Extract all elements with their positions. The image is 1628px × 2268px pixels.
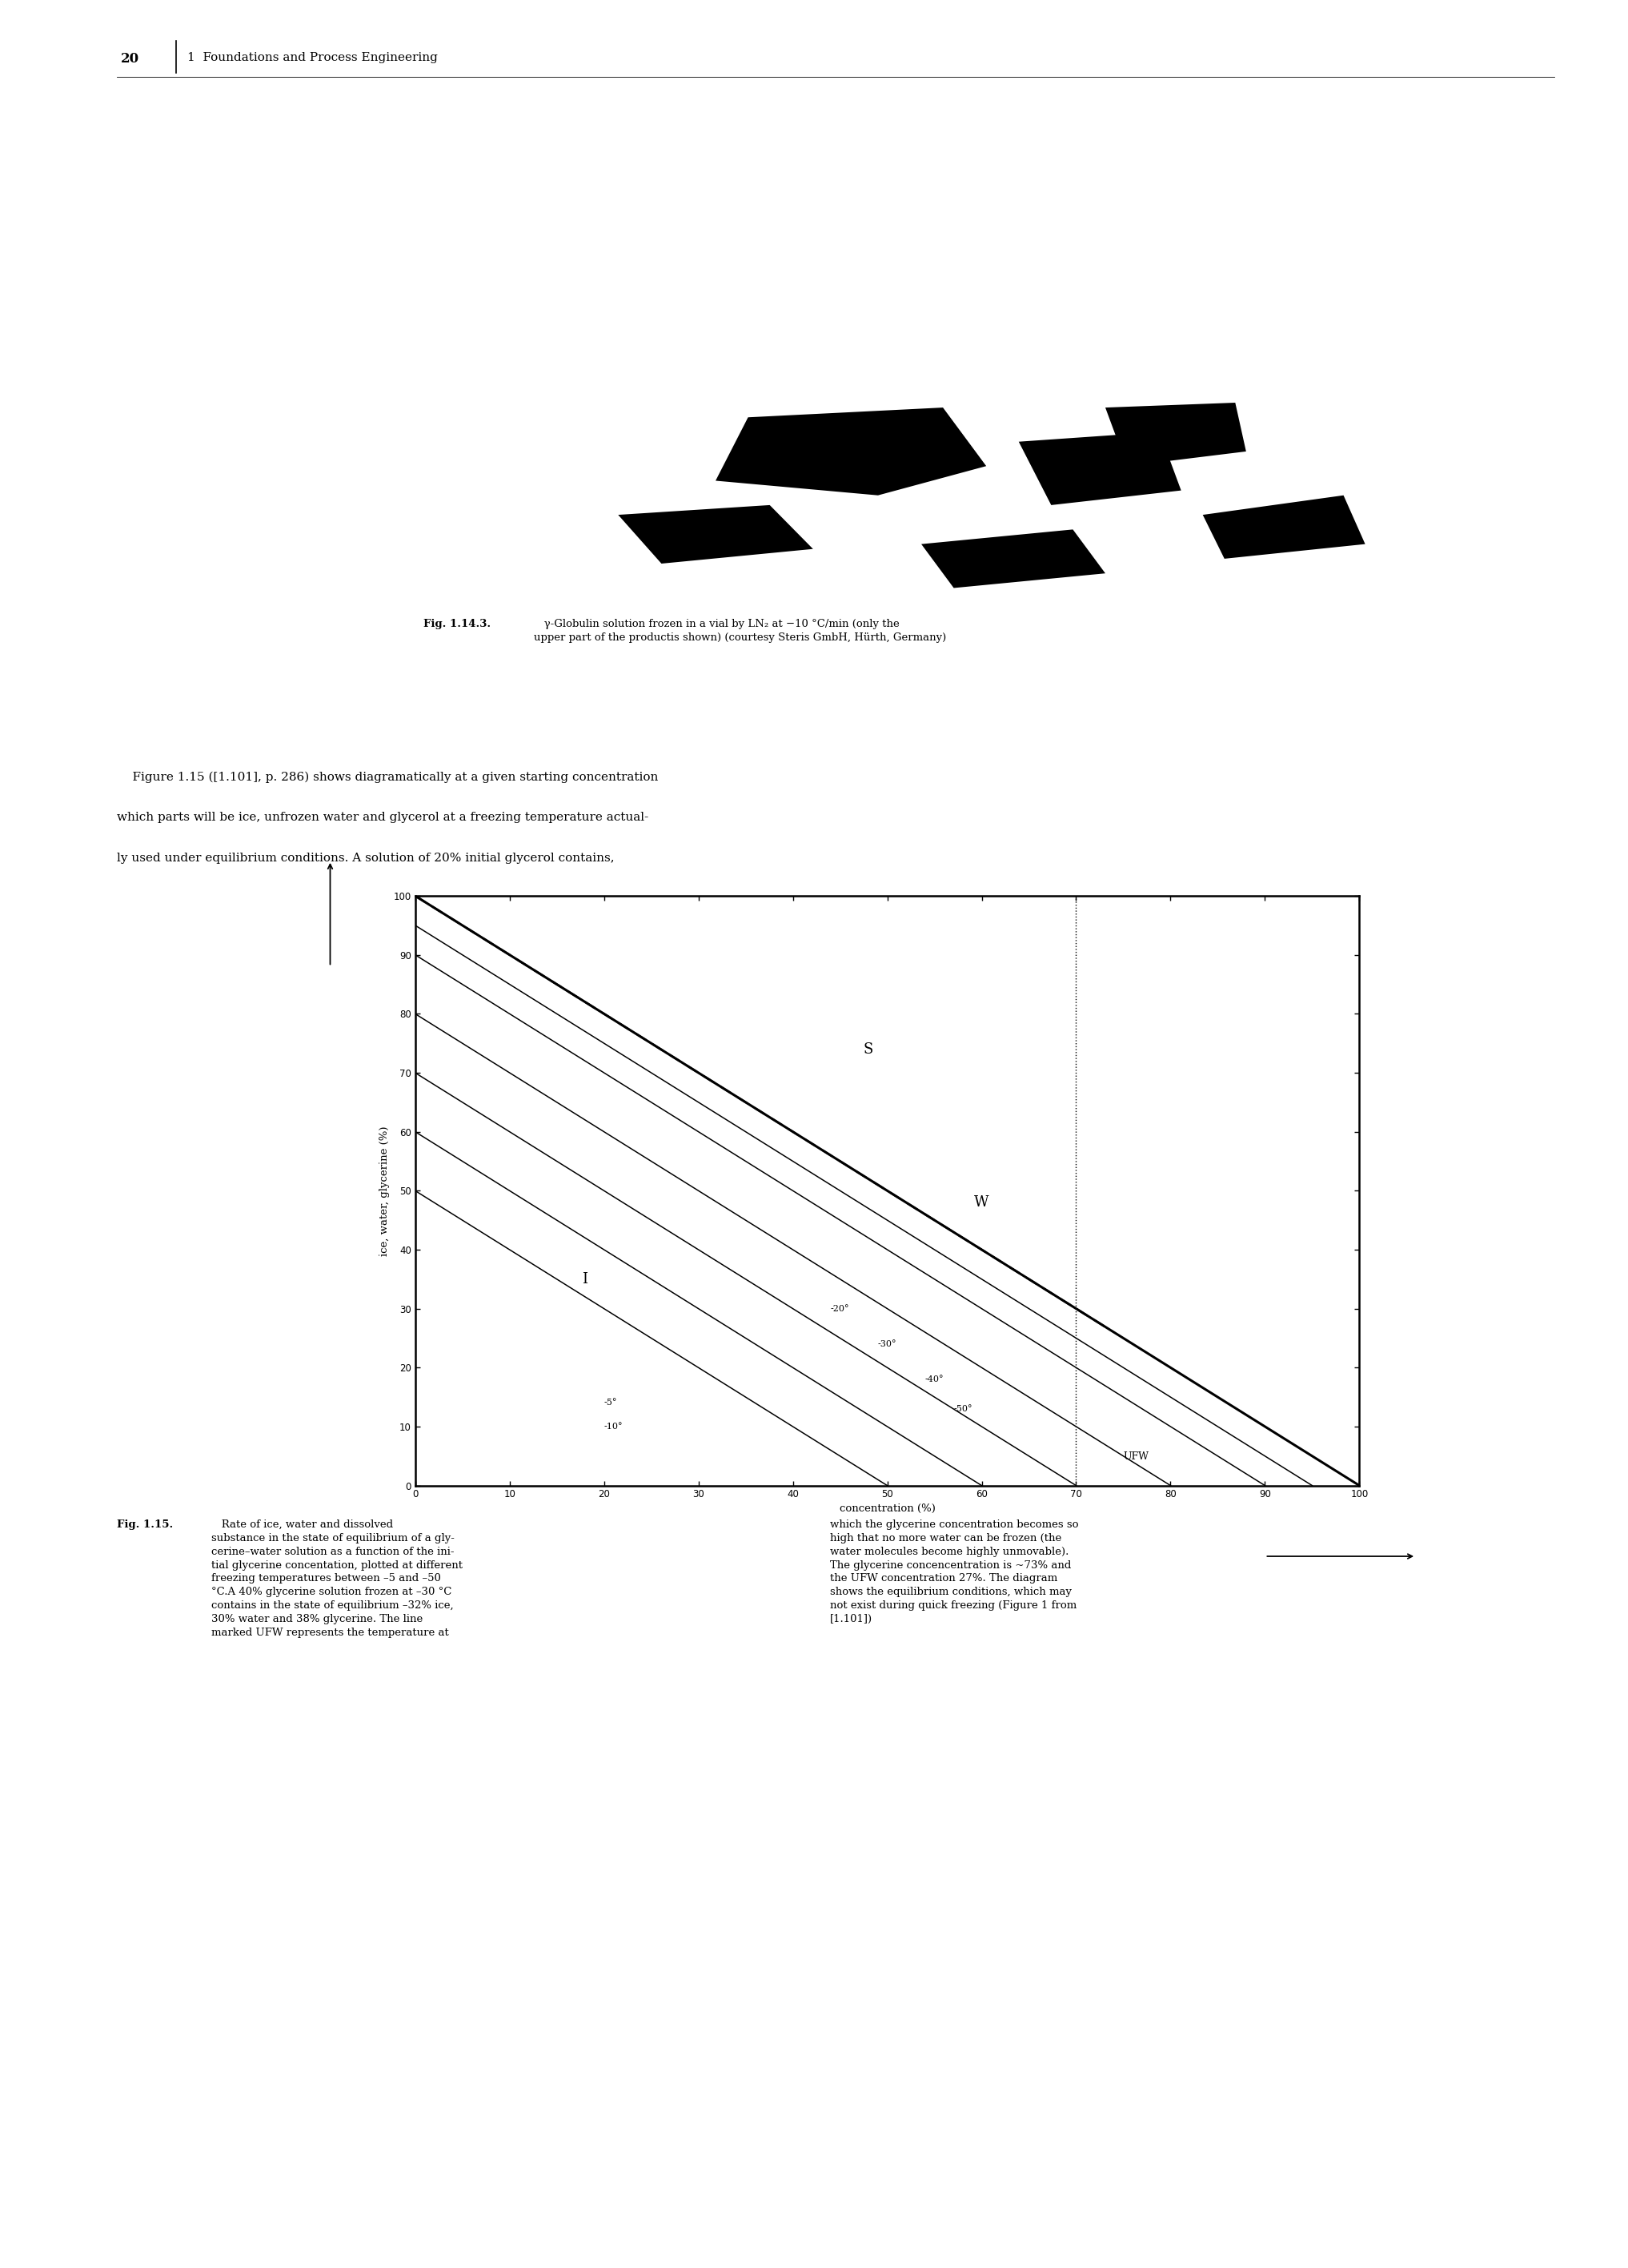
Text: Figure 1.15 ([1.101], p. 286) shows diagramatically at a given starting concentr: Figure 1.15 ([1.101], p. 286) shows diag… [117, 771, 659, 782]
Text: Fig. 1.14.3.: Fig. 1.14.3. [423, 619, 490, 631]
Text: γ-Globulin solution frozen in a vial by LN₂ at −10 °C/min (only the
upper part o: γ-Globulin solution frozen in a vial by … [534, 619, 946, 644]
Text: 1  Foundations and Process Engineering: 1 Foundations and Process Engineering [187, 52, 438, 64]
Text: which parts will be ice, unfrozen water and glycerol at a freezing temperature a: which parts will be ice, unfrozen water … [117, 812, 650, 823]
Polygon shape [716, 408, 987, 494]
Text: I: I [583, 1272, 588, 1286]
Polygon shape [1203, 494, 1366, 558]
Text: -40°: -40° [925, 1374, 944, 1383]
Text: -5°: -5° [604, 1399, 617, 1406]
Text: -20°: -20° [830, 1304, 850, 1313]
Text: S: S [863, 1041, 873, 1057]
Text: ly used under equilibrium conditions. A solution of 20% initial glycerol contain: ly used under equilibrium conditions. A … [117, 853, 615, 864]
Text: -30°: -30° [877, 1340, 897, 1347]
Polygon shape [444, 125, 1506, 515]
Y-axis label: ice, water, glycerine (%): ice, water, glycerine (%) [379, 1125, 391, 1256]
Polygon shape [921, 528, 1105, 587]
Text: Fig. 1.15.: Fig. 1.15. [117, 1520, 174, 1531]
X-axis label: concentration (%): concentration (%) [840, 1504, 934, 1513]
Polygon shape [619, 506, 812, 565]
Text: which the glycerine concentration becomes so
high that no more water can be froz: which the glycerine concentration become… [830, 1520, 1079, 1624]
Polygon shape [1105, 404, 1245, 465]
Text: UFW: UFW [1123, 1452, 1149, 1463]
Polygon shape [1019, 431, 1182, 506]
Text: -10°: -10° [604, 1422, 624, 1431]
Polygon shape [423, 125, 467, 612]
Text: -50°: -50° [954, 1404, 972, 1413]
Text: W: W [974, 1195, 990, 1209]
Text: 20: 20 [120, 52, 138, 66]
Text: Rate of ice, water and dissolved
substance in the state of equilibrium of a gly-: Rate of ice, water and dissolved substan… [212, 1520, 462, 1637]
